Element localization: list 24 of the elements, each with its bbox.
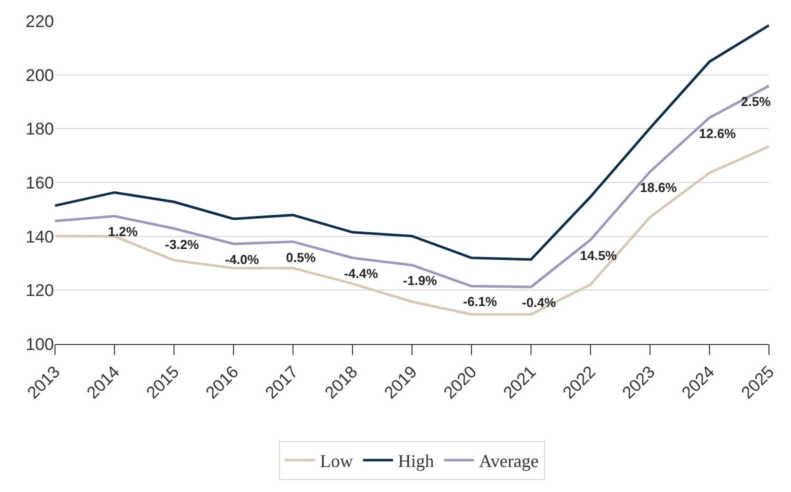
annotation: -4.0% bbox=[225, 252, 260, 267]
legend-label: High bbox=[398, 451, 434, 472]
y-tick-label: 200 bbox=[26, 66, 54, 85]
annotation: -6.1% bbox=[463, 294, 498, 309]
line-series bbox=[55, 84, 769, 288]
line-series bbox=[55, 145, 769, 316]
annotation: 18.6% bbox=[640, 180, 678, 195]
annotation: 0.5% bbox=[286, 250, 316, 265]
legend-label: Low bbox=[320, 451, 353, 472]
annotation: -0.4% bbox=[522, 295, 556, 310]
annotation: -1.9% bbox=[403, 273, 438, 288]
y-tick-label: 100 bbox=[26, 334, 54, 354]
annotation: 2.5% bbox=[741, 94, 772, 109]
annotation: -3.2% bbox=[165, 237, 200, 252]
annotation: 12.6% bbox=[699, 126, 736, 141]
y-tick-label: 160 bbox=[26, 173, 54, 192]
y-tick-label: 180 bbox=[26, 120, 54, 139]
legend-label: Average bbox=[479, 451, 539, 472]
annotation: 1.2% bbox=[108, 224, 138, 239]
annotation: -4.4% bbox=[344, 266, 378, 281]
y-tick-label: 140 bbox=[26, 227, 54, 246]
y-tick-label: 220 bbox=[26, 12, 54, 31]
annotation: 14.5% bbox=[580, 248, 618, 263]
y-tick-label: 120 bbox=[26, 281, 54, 300]
